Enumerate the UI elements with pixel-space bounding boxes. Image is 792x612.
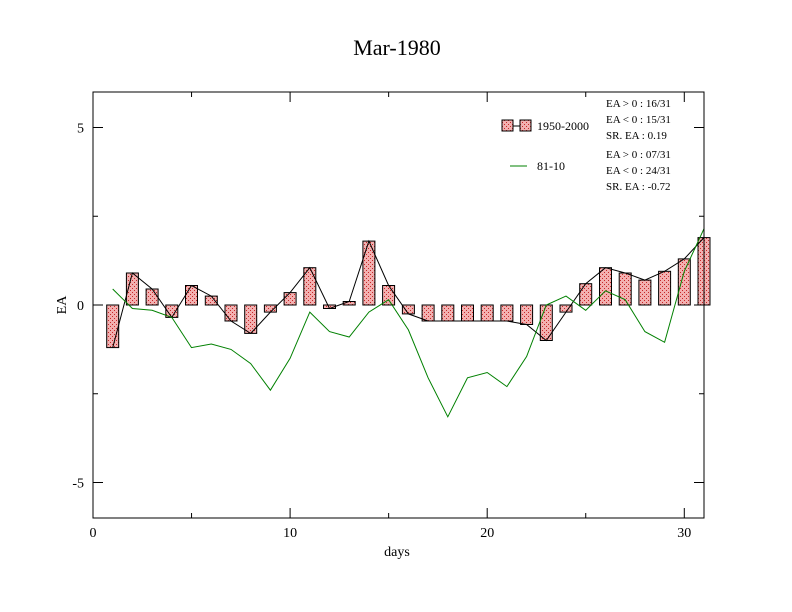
x-tick-label: 0 <box>90 526 97 541</box>
stats-line: EA < 0 : 24/31 <box>606 165 671 177</box>
bar-series-1950-2000-day-25 <box>579 283 593 306</box>
bar-series-1950-2000-day-17 <box>421 304 435 322</box>
stats-line: EA > 0 : 07/31 <box>606 149 671 161</box>
stats-line: EA < 0 : 15/31 <box>606 114 671 126</box>
bar-series-1950-2000-day-5 <box>185 285 198 306</box>
bar-series-1950-2000-day-30 <box>677 258 691 306</box>
x-tick-label: 30 <box>677 526 691 541</box>
bar-series-1950-2000-day-3 <box>145 288 159 306</box>
y-tick-label: 0 <box>77 299 84 314</box>
bar-series-1950-2000-day-29 <box>658 270 672 306</box>
legend-label-1950-2000: 1950-2000 <box>537 119 589 133</box>
y-axis-label: EA <box>55 295 70 315</box>
x-tick-label: 10 <box>283 526 297 541</box>
bar-series-1950-2000-day-19 <box>461 304 474 322</box>
bar-series-1950-2000-day-7 <box>224 304 238 322</box>
x-axis-label: days <box>384 545 410 560</box>
stats-line: SR. EA : -0.72 <box>606 181 670 193</box>
bar-series-1950-2000-day-26 <box>599 267 612 306</box>
bar-series-1950-2000-day-18 <box>441 304 455 322</box>
bar-series-1950-2000-day-20 <box>480 304 494 322</box>
line-series-1950-2000 <box>112 237 705 348</box>
bar-series-1950-2000-day-28 <box>638 279 652 306</box>
bar-series-1950-2000-day-10 <box>283 292 297 306</box>
legend-swatch-bar <box>501 119 514 132</box>
bar-series-1950-2000-day-22 <box>520 304 534 325</box>
stats-line: EA > 0 : 16/31 <box>606 98 671 110</box>
bar-series-1950-2000-day-21 <box>500 304 514 322</box>
axes: 0 10 20 30 5 0 -5 <box>72 92 704 541</box>
legend-swatch-bar <box>519 119 532 132</box>
legend: 1950-2000 81-10 EA > 0 : 16/31 EA < 0 : 15/… <box>501 98 671 193</box>
y-tick-label: -5 <box>72 477 84 492</box>
plot-area <box>106 228 711 418</box>
line-series-81-10 <box>112 228 705 418</box>
bar-series-1950-2000-day-6 <box>204 295 218 306</box>
stats-line: SR. EA : 0.19 <box>606 130 667 142</box>
bar-series-1950-2000-day-1 <box>106 304 120 349</box>
chart-title: Mar-1980 <box>353 35 441 60</box>
y-tick-label: 5 <box>77 122 84 137</box>
x-tick-label: 20 <box>480 526 494 541</box>
bar-series-1950-2000-day-16 <box>401 304 415 315</box>
legend-label-81-10: 81-10 <box>537 159 565 173</box>
